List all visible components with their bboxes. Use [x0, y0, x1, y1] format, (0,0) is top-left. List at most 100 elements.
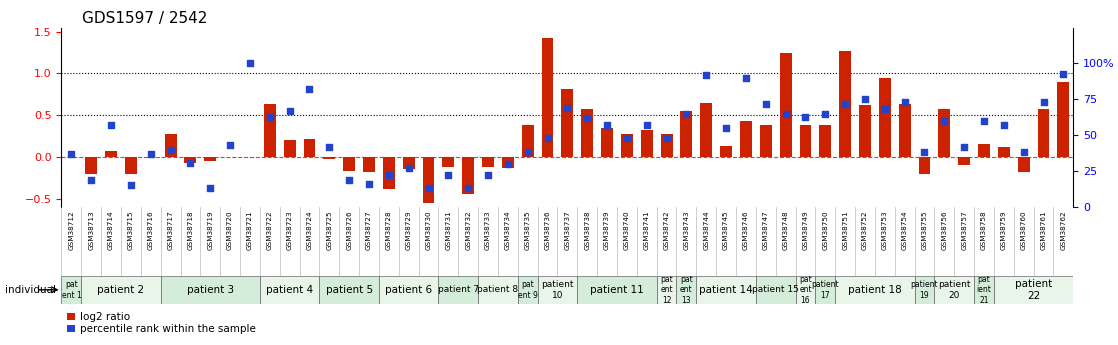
Bar — [561, 89, 574, 157]
Bar — [978, 145, 989, 157]
Bar — [899, 105, 910, 157]
Point — [598, 122, 616, 128]
Text: GSM38735: GSM38735 — [524, 210, 531, 250]
Point — [142, 151, 160, 157]
Point — [896, 99, 913, 105]
Text: GSM38755: GSM38755 — [921, 210, 928, 250]
Point — [380, 172, 398, 178]
Text: GSM38726: GSM38726 — [347, 210, 352, 250]
Point — [162, 147, 180, 152]
Text: GSM38749: GSM38749 — [803, 210, 808, 250]
Point — [955, 144, 973, 149]
Bar — [915, 276, 935, 304]
Bar — [835, 276, 915, 304]
Bar — [958, 157, 970, 165]
Bar — [443, 157, 454, 167]
Bar — [522, 125, 533, 157]
Text: GSM38730: GSM38730 — [426, 210, 432, 250]
Point — [301, 87, 319, 92]
Bar — [482, 157, 494, 167]
Text: GSM38742: GSM38742 — [664, 210, 670, 250]
Point — [539, 135, 557, 141]
Bar — [462, 157, 474, 195]
Text: GSM38733: GSM38733 — [485, 210, 491, 250]
Bar — [161, 276, 259, 304]
Text: pat
ent 9: pat ent 9 — [518, 280, 538, 299]
Text: GSM38753: GSM38753 — [882, 210, 888, 250]
Point — [975, 118, 993, 124]
Bar — [815, 276, 835, 304]
Bar — [998, 147, 1010, 157]
Text: GSM38740: GSM38740 — [624, 210, 629, 250]
Text: patient 3: patient 3 — [187, 285, 234, 295]
Text: patient 15: patient 15 — [752, 285, 799, 294]
Text: patient 8: patient 8 — [477, 285, 519, 294]
Text: GSM38727: GSM38727 — [366, 210, 372, 250]
Text: GSM38728: GSM38728 — [386, 210, 391, 250]
Point — [102, 122, 120, 128]
Bar — [681, 111, 692, 157]
Bar — [779, 53, 792, 157]
Bar — [61, 276, 82, 304]
Text: GSM38741: GSM38741 — [644, 210, 650, 250]
Point — [122, 183, 140, 188]
Text: patient
22: patient 22 — [1015, 279, 1052, 300]
Bar — [402, 157, 415, 169]
Point — [1015, 150, 1033, 155]
Bar — [164, 135, 177, 157]
Text: GSM38724: GSM38724 — [306, 210, 312, 250]
Point — [757, 101, 775, 106]
Text: patient 18: patient 18 — [849, 285, 902, 295]
Bar — [581, 109, 594, 157]
Point — [657, 135, 675, 141]
Bar — [343, 157, 356, 171]
Text: GSM38731: GSM38731 — [445, 210, 452, 250]
Bar — [661, 134, 673, 157]
Bar — [82, 276, 161, 304]
Point — [419, 186, 437, 191]
Text: GSM38734: GSM38734 — [505, 210, 511, 250]
Text: GSM38750: GSM38750 — [823, 210, 828, 250]
Point — [63, 151, 80, 157]
Text: GSM38747: GSM38747 — [762, 210, 769, 250]
Text: GSM38754: GSM38754 — [901, 210, 908, 250]
Bar — [840, 51, 851, 157]
Point — [221, 142, 239, 148]
Bar — [259, 276, 320, 304]
Text: pat
ent
12: pat ent 12 — [661, 275, 673, 305]
Bar — [205, 157, 216, 161]
Point — [936, 118, 954, 124]
Point — [181, 160, 199, 165]
Text: GSM38757: GSM38757 — [961, 210, 967, 250]
Bar — [938, 109, 950, 157]
Point — [618, 135, 636, 141]
Text: GSM38748: GSM38748 — [783, 210, 788, 250]
Point — [340, 177, 358, 183]
Point — [698, 72, 716, 78]
Point — [83, 177, 101, 183]
Text: GSM38713: GSM38713 — [88, 210, 94, 250]
Text: patient
10: patient 10 — [541, 280, 574, 299]
Bar — [303, 139, 315, 157]
Text: GSM38751: GSM38751 — [842, 210, 849, 250]
Text: GSM38759: GSM38759 — [1001, 210, 1007, 250]
Point — [360, 181, 378, 187]
Text: GSM38737: GSM38737 — [565, 210, 570, 250]
Text: GSM38729: GSM38729 — [406, 210, 411, 250]
Bar — [760, 125, 771, 157]
Point — [281, 108, 299, 114]
Text: GSM38717: GSM38717 — [168, 210, 173, 250]
Bar — [363, 157, 375, 172]
Point — [637, 122, 655, 128]
Point — [459, 186, 477, 191]
Bar — [323, 157, 335, 159]
Text: GSM38712: GSM38712 — [68, 210, 75, 250]
Text: patient 7: patient 7 — [438, 285, 479, 294]
Text: patient
20: patient 20 — [938, 280, 970, 299]
Bar — [799, 125, 812, 157]
Bar — [974, 276, 994, 304]
Text: patient 14: patient 14 — [699, 285, 752, 295]
Bar — [284, 140, 295, 157]
Bar — [105, 151, 117, 157]
Text: GSM38721: GSM38721 — [247, 210, 253, 250]
